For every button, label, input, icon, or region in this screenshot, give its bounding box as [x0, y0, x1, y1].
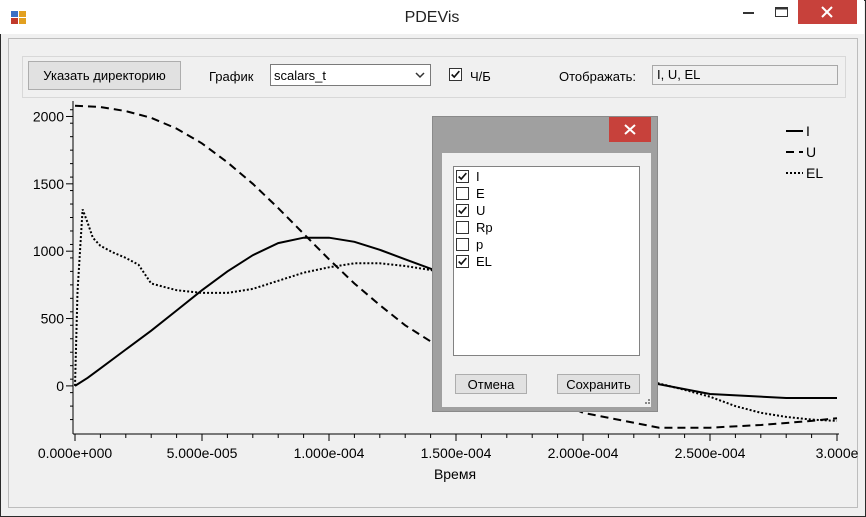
display-label: Отображать: [559, 69, 637, 84]
close-button[interactable] [798, 0, 857, 24]
checkbox-unchecked-icon[interactable] [456, 187, 469, 200]
window-title: PDEVis [404, 9, 460, 26]
chevron-down-icon [415, 72, 425, 79]
bw-label: Ч/Б [470, 69, 491, 84]
list-item-label: E [476, 186, 485, 201]
cancel-button[interactable]: Отмена [455, 374, 527, 394]
checkbox-unchecked-icon[interactable] [456, 221, 469, 234]
x-axis-label: Время [434, 466, 476, 482]
bw-checkbox[interactable] [449, 68, 462, 81]
dialog-close-button[interactable] [609, 117, 651, 142]
list-item-label: Rp [476, 220, 493, 235]
x-tick-label: 2.000e-004 [548, 445, 619, 461]
legend-label-el: EL [806, 165, 823, 181]
minimize-button[interactable] [734, 0, 764, 24]
y-tick-label: 0 [56, 378, 64, 394]
list-item-label: EL [476, 254, 492, 269]
graph-label: График [209, 69, 254, 84]
title-bar[interactable]: PDEVis [0, 0, 864, 34]
checkbox-checked-icon[interactable] [456, 170, 469, 183]
checkbox-checked-icon[interactable] [456, 255, 469, 268]
list-item-u[interactable]: U [456, 203, 636, 220]
graph-select-value: scalars_t [274, 68, 327, 83]
x-tick-label: 1.500e-004 [421, 445, 492, 461]
x-tick-label: 3.000e [816, 445, 859, 461]
list-item-label: U [476, 203, 486, 218]
x-tick-label: 1.000e-004 [294, 445, 365, 461]
list-item-i[interactable]: I [456, 169, 636, 186]
x-tick-label: 5.000e-005 [167, 445, 238, 461]
y-tick-label: 1500 [33, 176, 64, 192]
legend-label-u: U [806, 144, 816, 160]
legend-label-i: I [806, 123, 810, 139]
x-tick-label: 2.500e-004 [675, 445, 746, 461]
series-line-el [74, 209, 838, 422]
series-listbox[interactable]: I E U Rp p EL [453, 166, 640, 356]
graph-select[interactable]: scalars_t [270, 64, 431, 86]
display-field[interactable]: I, U, EL [652, 65, 838, 85]
series-line-u [74, 104, 838, 429]
y-tick-label: 1000 [33, 243, 64, 259]
select-directory-button[interactable]: Указать директорию [28, 61, 181, 90]
list-item-e[interactable]: E [456, 186, 636, 203]
app-icon [11, 11, 26, 24]
x-tick-label: 0.000e+000 [38, 445, 113, 461]
list-item-label: I [476, 169, 480, 184]
checkbox-unchecked-icon[interactable] [456, 238, 469, 251]
list-item-rp[interactable]: Rp [456, 220, 636, 237]
y-tick-label: 500 [41, 311, 65, 327]
checkbox-checked-icon[interactable] [456, 204, 469, 217]
list-item-p[interactable]: p [456, 237, 636, 254]
resize-grip-icon[interactable] [644, 398, 650, 404]
y-tick-label: 2000 [33, 108, 64, 124]
maximize-button[interactable] [766, 0, 796, 24]
list-item-label: p [476, 237, 484, 252]
save-button[interactable]: Сохранить [557, 374, 640, 394]
list-item-el[interactable]: EL [456, 254, 636, 271]
